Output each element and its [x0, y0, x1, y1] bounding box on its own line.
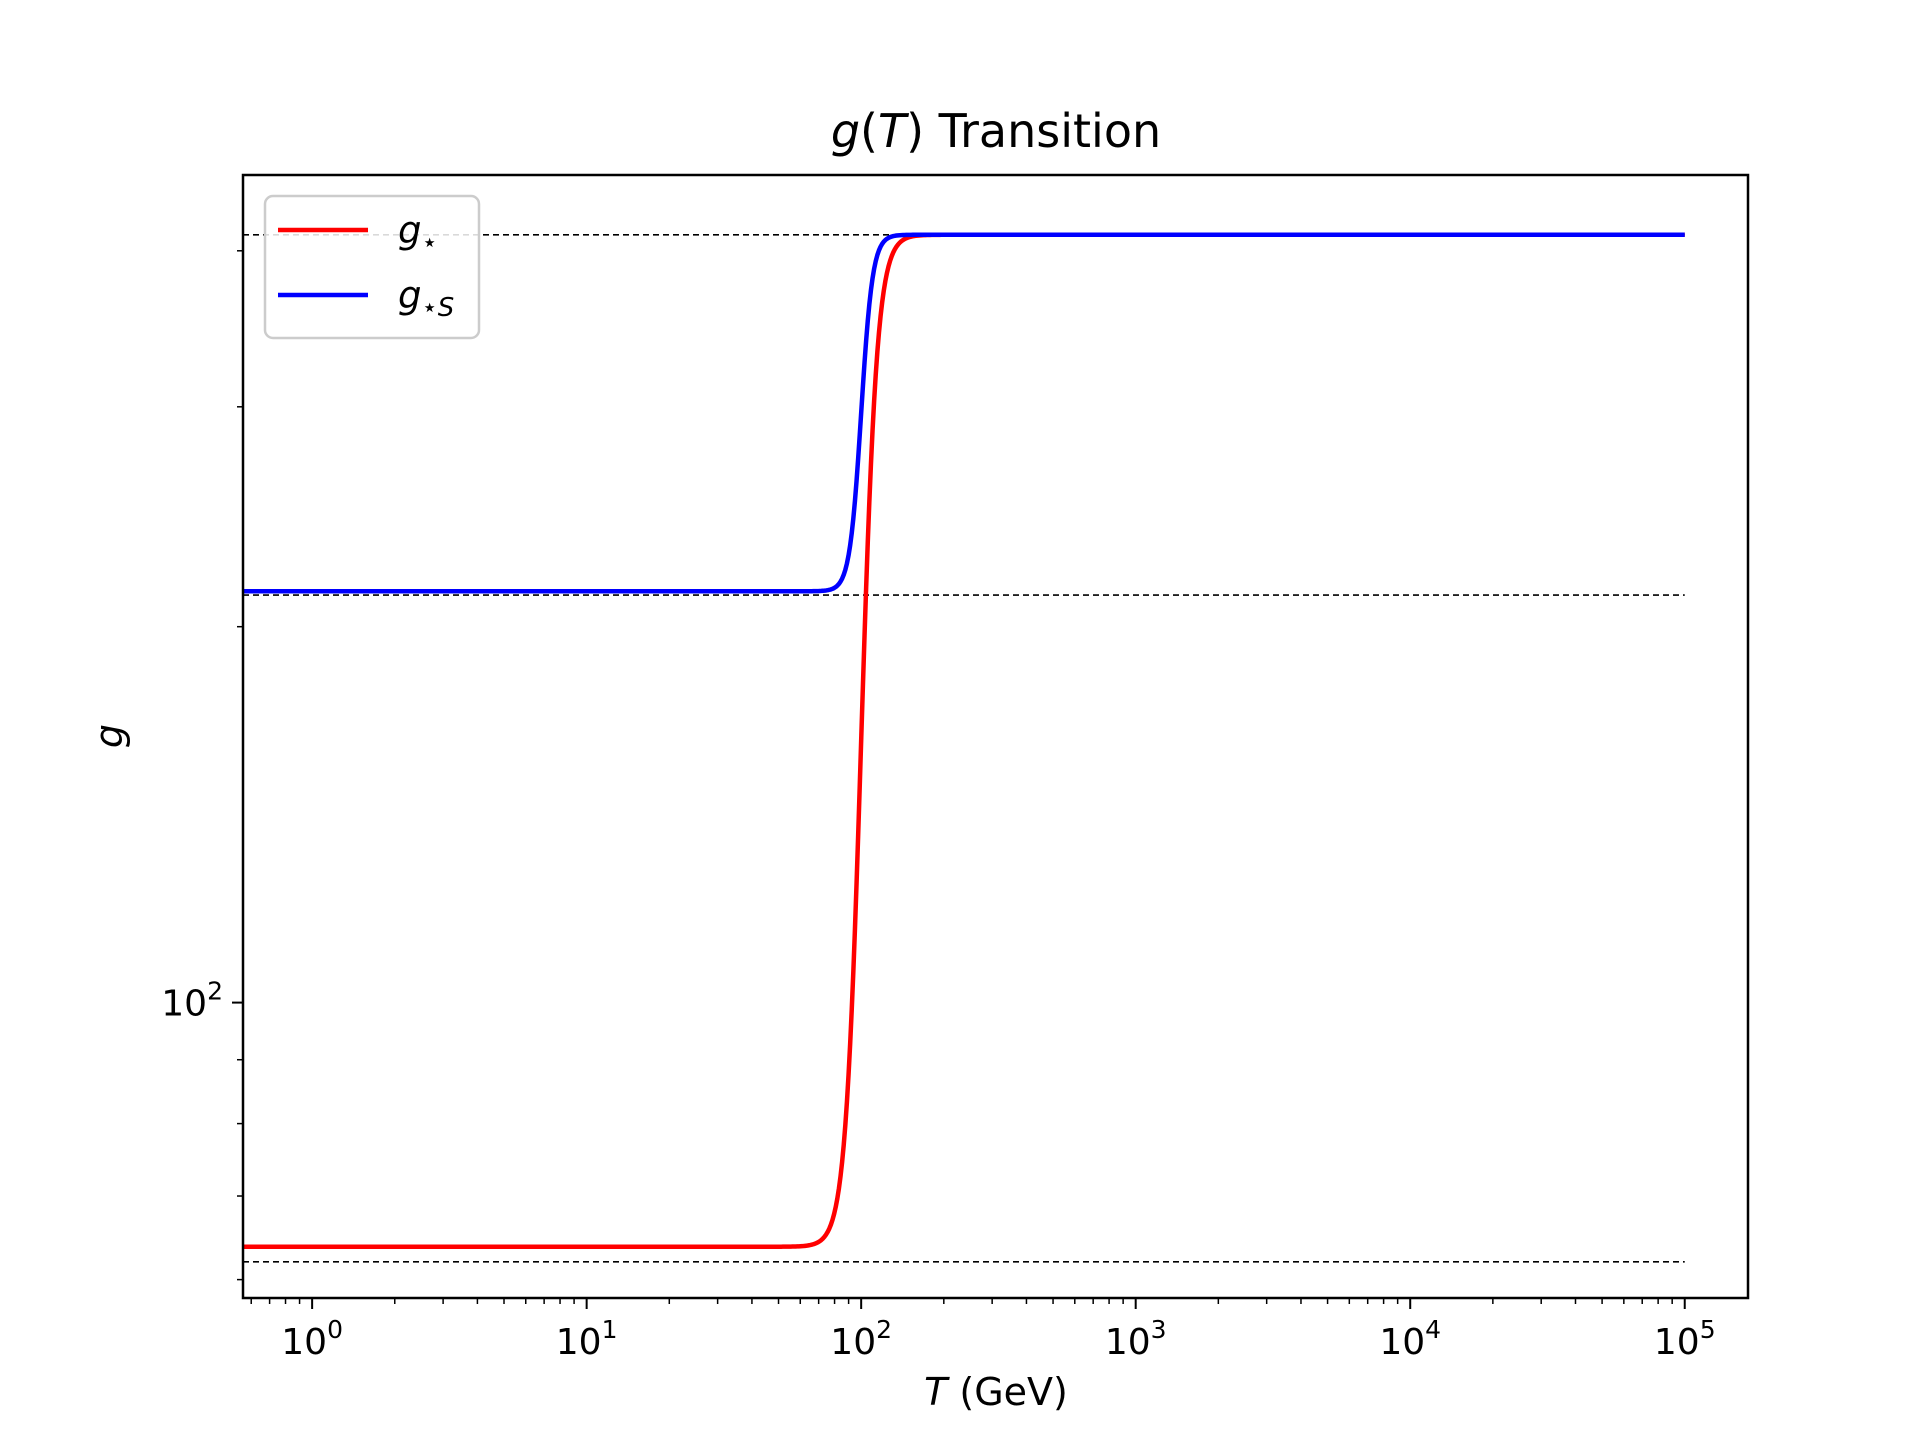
y-tick-label: 102: [161, 977, 223, 1025]
legend-label-g-star: g⋆: [398, 209, 438, 258]
y-axis-label: g: [87, 724, 131, 748]
x-tick-label: 102: [830, 1315, 892, 1363]
legend: g⋆ g⋆S: [263, 194, 481, 340]
x-tick-label: 101: [556, 1315, 618, 1363]
x-axis-label: T (GeV): [924, 1370, 1068, 1414]
x-tick-label: 105: [1654, 1315, 1716, 1363]
x-tick-label: 104: [1379, 1315, 1441, 1363]
legend-label-g-star-s: g⋆S: [398, 274, 454, 323]
plot-layer: 100 101 102 103 104 105 102: [161, 173, 1750, 1363]
plot-frame: [241, 173, 1750, 1300]
series-line-g-star-s: [242, 232, 1686, 594]
x-tick-label: 103: [1105, 1315, 1167, 1363]
x-tick-label: 100: [281, 1315, 343, 1363]
chart-title: g(T) Transition: [831, 104, 1161, 158]
